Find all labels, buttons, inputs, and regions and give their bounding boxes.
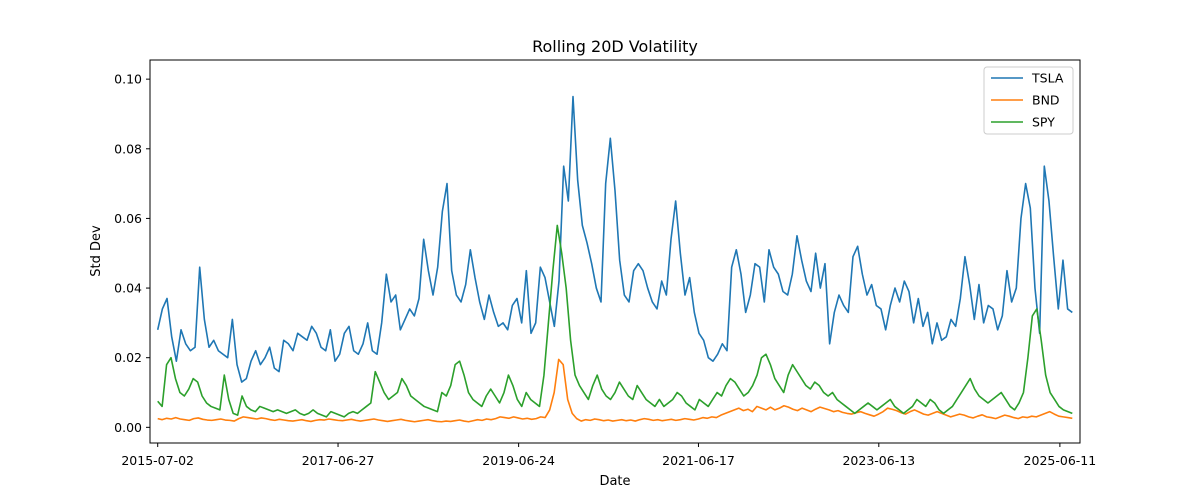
x-tick-label: 2019-06-24 (482, 453, 555, 468)
legend-frame (983, 66, 1074, 135)
legend-label-tsla: TSLA (1031, 71, 1064, 86)
x-tick-label: 2015-07-02 (121, 453, 194, 468)
y-tick-label: 0.04 (114, 281, 142, 296)
x-axis-label: Date (599, 474, 630, 489)
legend-label-spy: SPY (1032, 115, 1055, 130)
y-tick-label: 0.02 (114, 350, 142, 365)
series-layer (156, 95, 1073, 423)
x-tick-label: 2017-06-27 (302, 453, 375, 468)
legend-label-bnd: BND (1032, 93, 1060, 108)
x-tick-label: 2023-06-13 (842, 453, 915, 468)
series-line-tsla (156, 95, 1073, 383)
series-line-spy (157, 224, 1073, 418)
y-axis: 0.00 0.02 0.04 0.06 0.08 0.10 (114, 72, 150, 435)
y-tick-label: 0.08 (114, 141, 142, 156)
x-axis: 2015-07-02 2017-06-27 2019-06-24 2021-06-17… (121, 443, 1096, 468)
y-axis-label: Std Dev (89, 225, 104, 277)
y-tick-label: 0.00 (114, 420, 142, 435)
x-tick-label: 2025-06-11 (1024, 453, 1097, 468)
y-tick-label: 0.06 (114, 211, 142, 226)
y-tick-label: 0.10 (114, 72, 142, 87)
series-line-bnd (157, 358, 1073, 423)
legend: TSLA BND SPY (983, 66, 1074, 135)
chart-title: Rolling 20D Volatility (532, 37, 698, 56)
x-tick-label: 2021-06-17 (662, 453, 735, 468)
plot-area-frame (149, 59, 1081, 444)
